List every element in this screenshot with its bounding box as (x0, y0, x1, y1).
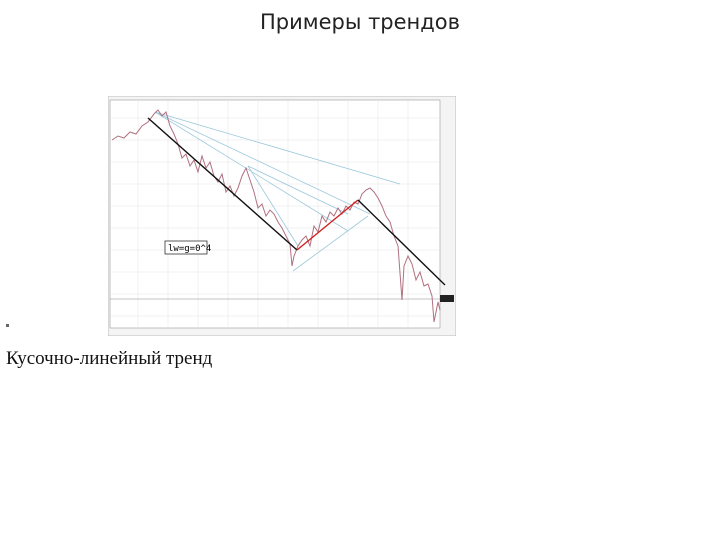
price-series (111, 109, 441, 323)
price-chart-image: lw=g=0^4 (108, 96, 456, 336)
caption: Кусочно-линейный тренд (6, 348, 213, 369)
down-trend-2 (357, 199, 446, 286)
bullet (6, 324, 9, 327)
fan-lines (154, 111, 401, 272)
down-trend-1 (147, 117, 298, 251)
label-box (164, 240, 208, 255)
price-marker (440, 295, 454, 302)
up-trend (296, 199, 359, 251)
chart-label: lw=g=0^4 (168, 244, 211, 254)
slide-title: Примеры трендов (259, 10, 461, 34)
